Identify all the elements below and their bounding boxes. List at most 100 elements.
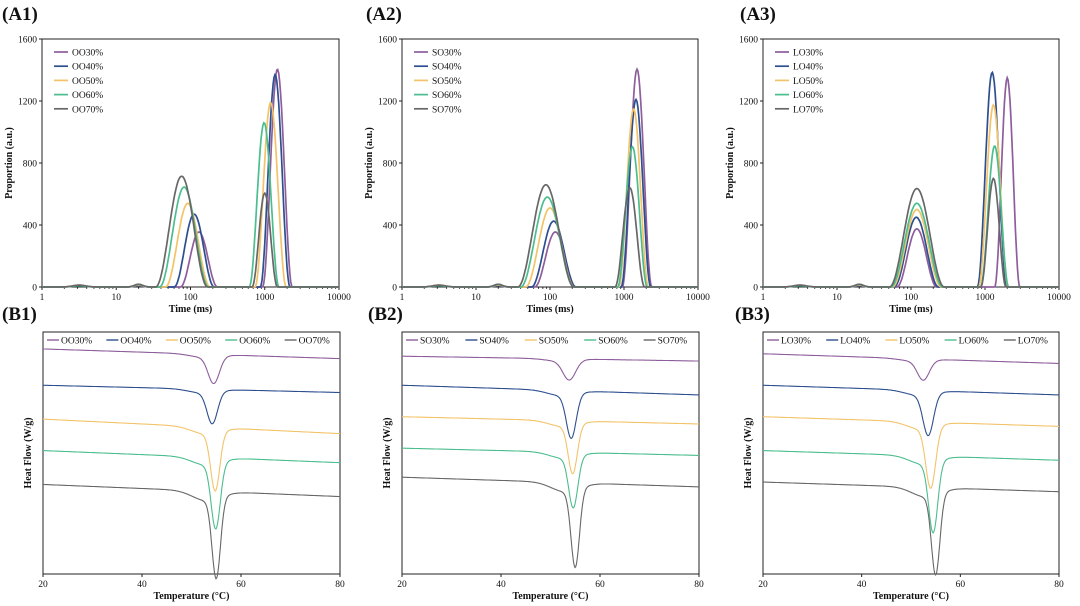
legend-label: OO40% — [120, 336, 151, 346]
legend-label: LO50% — [899, 336, 929, 346]
series-line — [402, 145, 698, 288]
x-tick-label: 1 — [400, 293, 405, 303]
legend-label: LO70% — [793, 105, 823, 115]
y-tick-label: 400 — [383, 222, 398, 232]
x-tick-label: 1 — [761, 293, 766, 303]
x-tick-label: 1000 — [976, 293, 995, 303]
legend-label: SO50% — [432, 77, 462, 87]
x-tick-label: 80 — [694, 580, 704, 590]
series-line — [42, 68, 339, 288]
x-tick-label: 1 — [40, 293, 45, 303]
y-tick-label: 400 — [23, 222, 38, 232]
x-tick-label: 10 — [471, 293, 481, 303]
series-line — [762, 384, 1059, 437]
x-tick-label: 10 — [112, 293, 122, 303]
series-line — [43, 450, 341, 530]
y-tick-label: 1600 — [378, 36, 397, 46]
legend-label: SO30% — [420, 336, 450, 346]
panel-label: (A2) — [366, 4, 402, 25]
legend-label: LO50% — [793, 77, 823, 87]
legend-label: LO40% — [793, 63, 823, 73]
legend-label: OO40% — [72, 63, 103, 73]
y-tick-label: 1600 — [18, 36, 37, 46]
y-tick-label: 1600 — [739, 36, 758, 46]
y-axis-label: Proportion (a.u.) — [725, 127, 736, 199]
x-tick-label: 1000 — [615, 293, 634, 303]
x-tick-label: 1000 — [255, 293, 274, 303]
x-axis-label: Temperature (°C) — [154, 591, 230, 602]
panel-label: (B2) — [368, 304, 403, 325]
plot-frame — [401, 331, 700, 575]
y-axis-label: Proportion (a.u.) — [364, 127, 375, 199]
y-axis-label: Heat Flow (W/g) — [743, 417, 754, 488]
series-line — [42, 348, 340, 385]
plot-frame — [42, 331, 341, 575]
legend-label: SO40% — [479, 336, 509, 346]
x-tick-label: 40 — [137, 580, 147, 590]
legend-label: LO60% — [793, 91, 823, 101]
panel-label: (B1) — [2, 304, 37, 325]
chart-b1: (B1) 20 40 60 80 Temperature (°C) Heat Flow (W… — [2, 304, 345, 602]
x-tick-label: 60 — [236, 580, 246, 590]
x-axis-label: Temperature (°C) — [873, 591, 949, 602]
legend-label: OO70% — [299, 336, 330, 346]
x-tick-label: 20 — [38, 580, 48, 590]
panel-label: (A3) — [740, 4, 776, 25]
legend-label: OO60% — [239, 336, 270, 346]
y-tick-label: 800 — [383, 160, 398, 170]
series-line — [402, 183, 698, 288]
x-tick-label: 100 — [183, 293, 198, 303]
y-axis-label: Heat Flow (W/g) — [23, 417, 34, 488]
series-line — [402, 447, 699, 509]
legend-label: OO70% — [72, 105, 103, 115]
y-axis-label: Proportion (a.u.) — [4, 127, 15, 199]
series-line — [42, 384, 340, 425]
series-line — [763, 353, 1060, 381]
plot-frame — [762, 331, 1060, 575]
x-tick-label: 100 — [543, 293, 558, 303]
chart-a3: (A3) 1 10 100 1000 10000 Time (ms) Proportion (… — [725, 4, 1071, 315]
chart-a2: (A2) 1 10 100 1000 10000 Times (ms) Proportion … — [364, 4, 710, 315]
x-tick-label: 60 — [956, 580, 966, 590]
legend-label: OO30% — [72, 49, 103, 59]
x-tick-label: 20 — [397, 580, 407, 590]
y-tick-label: 1200 — [18, 98, 37, 108]
x-tick-label: 10000 — [686, 293, 710, 303]
y-tick-label: 1200 — [378, 98, 397, 108]
x-tick-label: 40 — [496, 580, 506, 590]
legend-label: SO50% — [539, 336, 569, 346]
series-line — [43, 483, 341, 580]
x-tick-label: 10000 — [327, 293, 351, 303]
legend-label: SO70% — [658, 336, 688, 346]
panel-label: (A1) — [2, 4, 38, 25]
series-line — [402, 355, 699, 381]
panel-label: (B3) — [735, 304, 770, 325]
x-tick-label: 80 — [335, 580, 345, 590]
y-tick-label: 0 — [32, 284, 37, 294]
legend-label: SO60% — [598, 336, 628, 346]
series-line — [401, 384, 699, 440]
legend-label: OO50% — [72, 77, 103, 87]
chart-b3: (B3) 20 40 60 80 Temperature (°C) Heat Flow (W… — [735, 304, 1064, 602]
x-tick-label: 20 — [758, 580, 768, 590]
y-tick-label: 0 — [392, 284, 397, 294]
series-line — [763, 416, 1059, 489]
x-tick-label: 10000 — [1047, 293, 1071, 303]
legend-label: OO50% — [180, 336, 211, 346]
legend-label: SO30% — [432, 49, 462, 59]
legend-label: LO70% — [1018, 336, 1048, 346]
x-tick-label: 80 — [1054, 580, 1064, 590]
y-tick-label: 800 — [23, 160, 38, 170]
series-line — [763, 177, 1059, 288]
x-axis-label: Time (ms) — [889, 304, 932, 315]
legend-label: OO30% — [61, 336, 92, 346]
series-line — [42, 175, 339, 288]
x-axis-label: Times (ms) — [526, 304, 573, 315]
legend-label: LO60% — [959, 336, 989, 346]
y-axis-label: Heat Flow (W/g) — [382, 417, 393, 488]
y-tick-label: 400 — [744, 222, 759, 232]
legend-label: LO30% — [781, 336, 811, 346]
x-tick-label: 40 — [857, 580, 867, 590]
legend-label: OO60% — [72, 91, 103, 101]
x-axis-label: Time (ms) — [169, 304, 212, 315]
